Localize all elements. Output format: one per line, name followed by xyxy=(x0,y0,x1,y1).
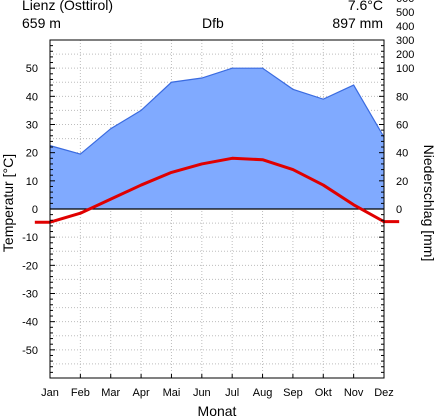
precipitation-area xyxy=(50,68,384,210)
y-axis-title-precipitation: Niederschlag [mm] xyxy=(421,145,437,262)
month-label: Mai xyxy=(163,387,181,399)
mean-temperature: 7.6°C xyxy=(347,0,383,13)
month-label: Jul xyxy=(225,387,239,399)
axis-ticks xyxy=(49,39,385,379)
precipitation-tick-label: 600 xyxy=(396,0,414,5)
month-label: Nov xyxy=(344,387,364,399)
precipitation-tick-label: 400 xyxy=(396,21,414,33)
temperature-tick-label: -20 xyxy=(22,260,38,272)
precipitation-tick-label: 300 xyxy=(396,35,414,47)
precipitation-tick-label: 500 xyxy=(396,7,414,19)
temperature-tick-label: 10 xyxy=(26,176,38,188)
temperature-tick-label: -30 xyxy=(22,289,38,301)
precipitation-line xyxy=(49,67,385,155)
climate-class: Dfb xyxy=(202,15,224,31)
temperature-tick-label: -40 xyxy=(22,317,38,329)
temperature-tick-label: 30 xyxy=(26,120,38,132)
precipitation-tick-label: 60 xyxy=(396,120,408,132)
temperature-tick-label: -10 xyxy=(22,232,38,244)
temperature-tick-label: 20 xyxy=(26,148,38,160)
precipitation-tick-label: 20 xyxy=(396,176,408,188)
annual-precipitation: 897 mm xyxy=(332,15,383,31)
temperature-line xyxy=(34,156,400,224)
month-label: Dez xyxy=(374,387,394,399)
temperature-tick-label: -50 xyxy=(22,345,38,357)
precipitation-tick-label: 80 xyxy=(396,91,408,103)
precipitation-axis-labels: 900800700600500400300200100806040200 xyxy=(396,0,414,216)
y-axis-title-temperature: Temperatur [°C] xyxy=(0,154,16,252)
month-label: Mar xyxy=(101,387,120,399)
temperature-tick-label: 50 xyxy=(26,63,38,75)
temperature-tick-label: 0 xyxy=(32,204,38,216)
month-label: Aug xyxy=(253,387,273,399)
month-label: Feb xyxy=(71,387,90,399)
month-label: Jan xyxy=(41,387,59,399)
precipitation-tick-label: 100 xyxy=(396,63,414,75)
precipitation-tick-label: 0 xyxy=(396,204,402,216)
station-altitude: 659 m xyxy=(22,15,61,31)
temperature-axis-labels: 50 40 30 20 10 0 -10 -20 -30 -40 -50 xyxy=(22,63,38,357)
month-label: Sep xyxy=(283,387,303,399)
temperature-tick-label: 40 xyxy=(26,91,38,103)
month-label: Apr xyxy=(133,387,150,399)
month-label: Jun xyxy=(193,387,211,399)
station-name: Lienz (Osttirol) xyxy=(22,0,114,13)
month-axis-labels: Jan Feb Mar Apr Mai Jun Jul Aug Sep Okt Nov Dez xyxy=(41,387,394,399)
month-label: Okt xyxy=(315,387,332,399)
precipitation-tick-label: 40 xyxy=(396,148,408,160)
x-axis-title: Monat xyxy=(198,403,237,418)
precipitation-tick-label: 200 xyxy=(396,49,414,61)
